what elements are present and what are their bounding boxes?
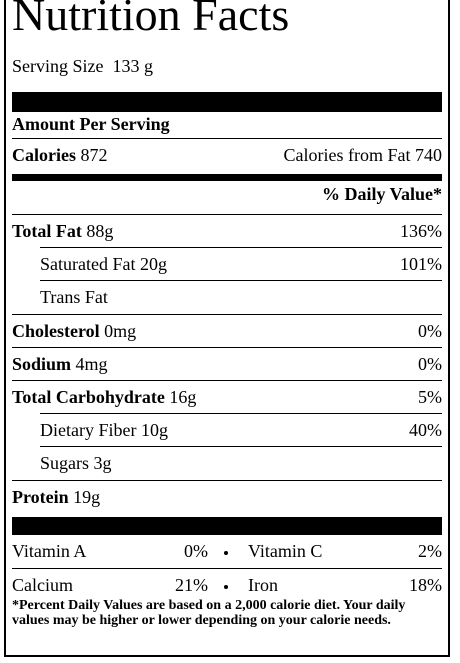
calories-value: 872 <box>80 145 108 165</box>
nutrient: Total Carbohydrate 16g <box>12 387 196 408</box>
vitamin-dv: 21% <box>175 575 208 595</box>
serving-value: 133 g <box>112 56 154 76</box>
nutrient-amount: 88g <box>86 221 114 241</box>
nutrient-amount: 10g <box>140 420 168 441</box>
nutrient-amount: 4mg <box>75 353 108 374</box>
nutrient-name: Total Carbohydrate <box>12 387 165 407</box>
nutrient-name: Cholesterol <box>12 320 100 341</box>
nutrient: Dietary Fiber 10g <box>40 420 168 441</box>
nutrient-name: Sodium <box>12 353 72 374</box>
vitamin-row: Calcium 21% Iron 18% <box>12 568 442 602</box>
nutrient-row: Saturated Fat 20g 101% <box>40 247 442 281</box>
nutrient: Cholesterol 0mg <box>12 321 136 342</box>
vitamin-dv: 18% <box>409 575 442 595</box>
nutrient-name: Dietary Fiber <box>40 420 137 441</box>
thick-bar <box>12 517 442 535</box>
bullet <box>224 585 228 589</box>
vitamin-dv: 2% <box>418 541 442 561</box>
amount-per-serving: Amount Per Serving <box>12 114 170 134</box>
nutrient-dv: 136% <box>400 221 442 241</box>
nutrient-row: Trans Fat <box>40 280 442 314</box>
nutrient-name: Total Fat <box>12 221 82 241</box>
nutrient-dv: 40% <box>409 420 442 441</box>
nutrient-row: Total Carbohydrate 16g 5% <box>12 380 442 414</box>
nutrition-label: Nutrition Facts Serving Size 133 g Amoun… <box>4 0 450 657</box>
medium-bar <box>12 174 442 181</box>
nutrient-row: Sugars 3g <box>40 446 442 480</box>
nutrient-row: Protein 19g <box>12 479 442 514</box>
nutrient-row: Sodium 4mg 0% <box>12 346 442 381</box>
calories-label: Calories <box>12 145 76 165</box>
nutrient: Protein 19g <box>12 487 100 508</box>
nutrient-amount: 19g <box>73 486 101 507</box>
nutrient-dv: 101% <box>400 254 442 275</box>
vitamin-name: Vitamin C <box>248 541 323 561</box>
nutrient: Saturated Fat 20g <box>40 254 167 275</box>
nutrient-amount: 16g <box>169 387 197 407</box>
thick-bar <box>12 92 442 112</box>
daily-value-header: % Daily Value* <box>321 184 442 204</box>
nutrient-amount: 20g <box>139 254 167 275</box>
vitamin-row: Vitamin A 0% Vitamin C 2% <box>12 535 442 568</box>
nutrient-name: Saturated Fat <box>40 254 136 275</box>
nutrient-amount: 0mg <box>104 320 137 341</box>
vitamin-name: Iron <box>248 575 278 595</box>
nutrient-dv: 5% <box>418 387 442 407</box>
serving-size: Serving Size 133 g <box>12 56 153 77</box>
nutrient-row: Total Fat 88g 136% <box>12 214 442 248</box>
calories: Calories 872 <box>12 145 107 166</box>
vitamin-name: Calcium <box>12 575 73 595</box>
bullet <box>224 551 228 555</box>
nutrient-row: Dietary Fiber 10g 40% <box>40 413 442 447</box>
footnote: *Percent Daily Values are based on a 2,0… <box>12 598 406 628</box>
nutrient: Total Fat 88g <box>12 221 113 242</box>
calories-from-fat: Calories from Fat 740 <box>283 145 442 165</box>
nutrient-name: Trans Fat <box>40 287 108 308</box>
nutrient: Sugars 3g <box>40 453 112 474</box>
nutrient-amount: 3g <box>93 453 112 474</box>
nutrient-row: Cholesterol 0mg 0% <box>12 313 442 348</box>
vitamin-dv: 0% <box>184 541 208 561</box>
nutrient-dv: 0% <box>418 353 442 374</box>
title: Nutrition Facts <box>12 0 290 40</box>
nutrient: Sodium 4mg <box>12 354 108 375</box>
serving-label: Serving Size <box>12 56 104 76</box>
calories-row: Calories 872 Calories from Fat 740 <box>12 138 442 172</box>
nutrient-name: Protein <box>12 486 69 507</box>
vitamin-name: Vitamin A <box>12 541 87 561</box>
nutrient-dv: 0% <box>418 320 442 341</box>
nutrient: Trans Fat <box>40 287 108 308</box>
nutrient-name: Sugars <box>40 453 89 474</box>
